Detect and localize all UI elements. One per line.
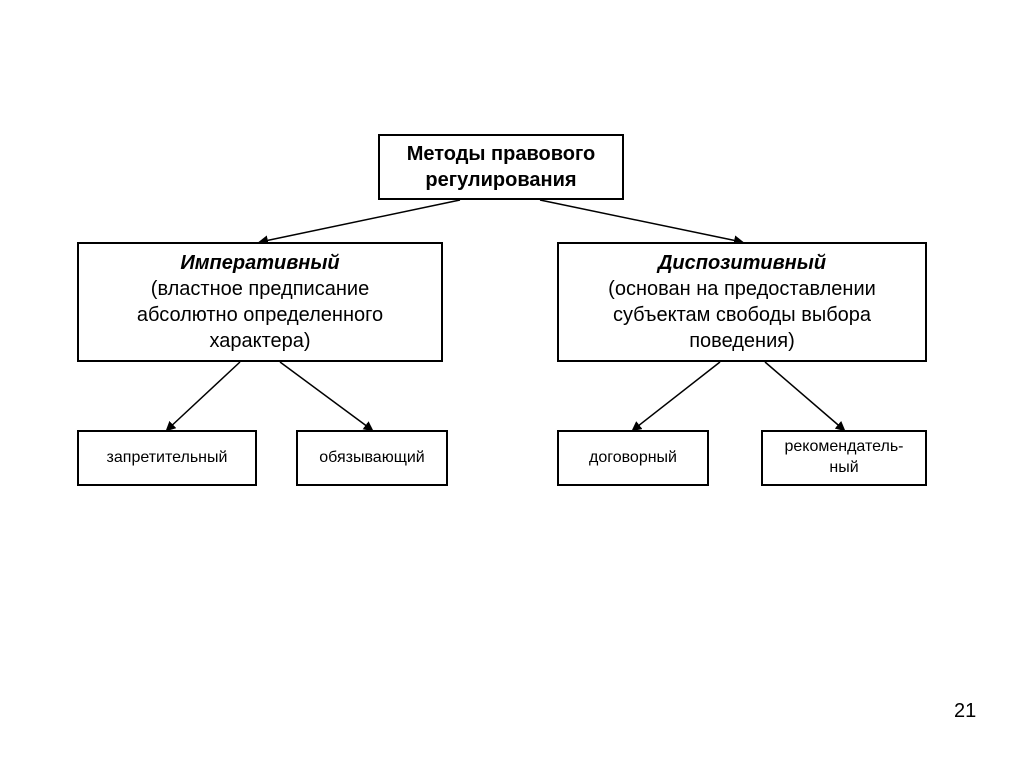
node-dispositive: Диспозитивный (основан на предоставлении… xyxy=(557,242,927,362)
dispositive-desc1: (основан на предоставлении xyxy=(608,276,876,302)
node-obligatory: обязывающий xyxy=(296,430,448,486)
dispositive-title: Диспозитивный xyxy=(658,250,826,276)
node-root: Методы правового регулирования xyxy=(378,134,624,200)
imperative-title: Императивный xyxy=(180,250,339,276)
edge-left-l2 xyxy=(280,362,372,430)
edge-left-l1 xyxy=(167,362,240,430)
page-number-value: 21 xyxy=(954,700,976,722)
node-recommendatory: рекомендатель- ный xyxy=(761,430,927,486)
edge-root-left xyxy=(260,200,460,242)
dispositive-desc2: субъектам свободы выбора xyxy=(613,302,871,328)
imperative-desc1: (властное предписание xyxy=(151,276,369,302)
diagram-canvas: Методы правового регулирования Императив… xyxy=(0,0,1024,767)
recommendatory-line1: рекомендатель- xyxy=(784,437,903,458)
imperative-desc3: характера) xyxy=(209,328,310,354)
dispositive-desc3: поведения) xyxy=(689,328,795,354)
prohibitive-label: запретительный xyxy=(107,448,228,469)
edge-root-right xyxy=(540,200,742,242)
page-number: 21 xyxy=(954,700,976,723)
node-imperative: Императивный (властное предписание абсол… xyxy=(77,242,443,362)
contractual-label: договорный xyxy=(589,448,677,469)
connector-layer xyxy=(0,0,1024,767)
obligatory-label: обязывающий xyxy=(319,448,424,469)
imperative-desc2: абсолютно определенного xyxy=(137,302,383,328)
edge-right-r2 xyxy=(765,362,844,430)
edge-right-r1 xyxy=(633,362,720,430)
node-contractual: договорный xyxy=(557,430,709,486)
node-prohibitive: запретительный xyxy=(77,430,257,486)
root-line2: регулирования xyxy=(425,167,576,193)
root-line1: Методы правового xyxy=(407,141,596,167)
recommendatory-line2: ный xyxy=(829,458,858,479)
